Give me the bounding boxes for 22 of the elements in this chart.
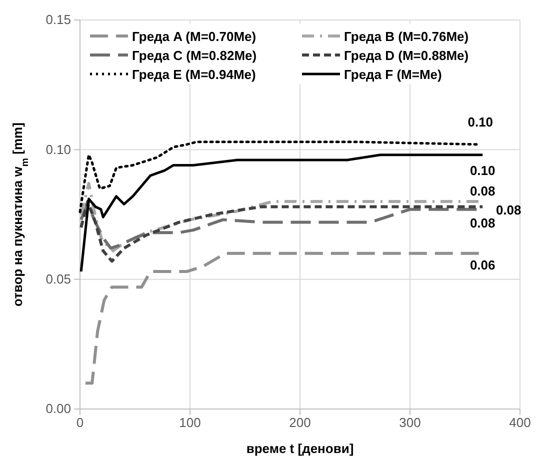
legend-label: Греда F (M=Me) <box>344 67 442 82</box>
data-label: 0.10 <box>468 114 494 130</box>
legend-label: Греда D (M=0.88Me) <box>344 48 469 63</box>
x-axis-title: време t [денови] <box>246 441 354 456</box>
data-label: 0.08 <box>470 184 496 199</box>
x-tick-label: 400 <box>509 415 531 430</box>
legend-label: Греда E (M=0.94Me) <box>132 67 256 82</box>
x-tick-label: 0 <box>76 415 84 430</box>
y-tick-label: 0.05 <box>46 271 71 286</box>
legend-label: Греда B (M=0.76Me) <box>344 29 469 44</box>
x-tick-label: 200 <box>289 415 311 430</box>
y-tick-label: 0.15 <box>46 12 71 28</box>
data-label: 0.08 <box>496 202 522 218</box>
legend-label: Греда C (M=0.82Me) <box>132 48 257 63</box>
data-label: 0.06 <box>470 257 496 272</box>
legend-label: Греда A (M=0.70Me) <box>132 29 256 44</box>
y-tick-label: 0.10 <box>46 142 71 157</box>
x-tick-label: 100 <box>179 415 201 430</box>
data-label: 0.08 <box>470 215 496 230</box>
y-tick-label: 0.00 <box>46 401 71 416</box>
data-label: 0.10 <box>470 162 496 178</box>
x-tick-label: 300 <box>399 415 421 430</box>
